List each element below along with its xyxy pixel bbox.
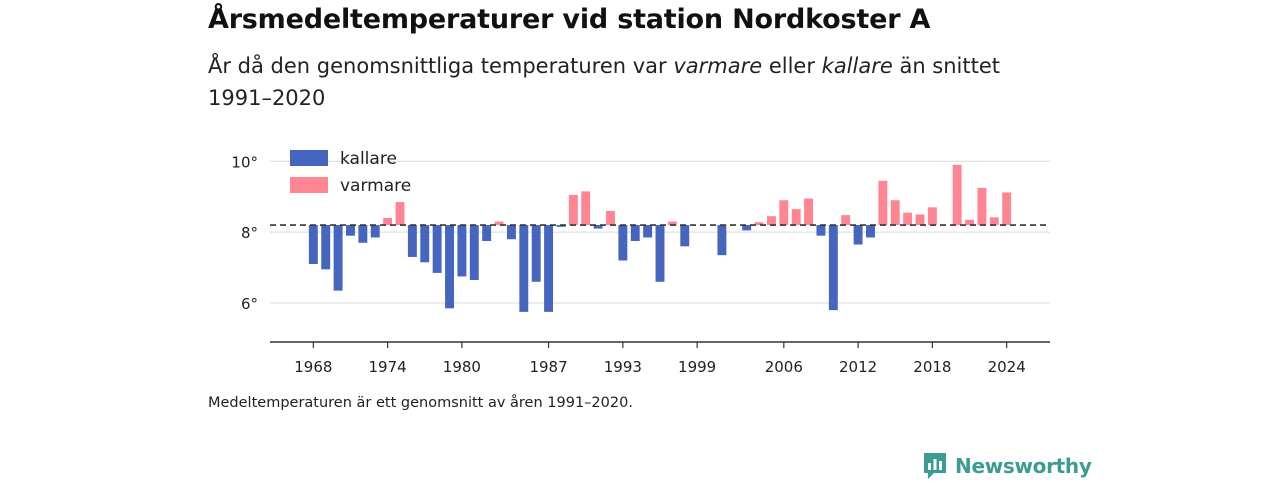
bar-warm [581,191,591,226]
bar-cold [717,225,727,256]
x-tick-label: 2018 [913,358,951,376]
bar-warm [977,187,987,226]
brand-logo[interactable]: Newsworthy [922,448,1092,484]
bar-cold [630,225,640,241]
bar-cold [482,225,492,241]
legend-swatch-cold [290,150,328,166]
x-tick-label: 1974 [369,358,407,376]
bar-cold [333,225,343,291]
bar-warm [754,222,764,226]
bar-warm [779,200,789,226]
subtitle-text-middle: eller [762,54,822,78]
bar-cold [816,225,826,236]
bar-cold [618,225,628,261]
bar-warm [878,180,888,226]
bar-warm [952,164,962,226]
subtitle-text-end: än snittet 1991–2020 [208,54,1001,110]
y-axis-ticks: 6° 8° 10° [231,153,258,313]
bar-warm [841,215,851,226]
bar-cold [445,225,454,309]
bar-cold [519,225,529,312]
bar-warm [383,217,393,226]
bar-cold [544,225,554,312]
x-tick-label: 2012 [839,358,877,376]
bar-cold [828,225,838,311]
x-tick-label: 1987 [529,358,567,376]
bar-cold [358,225,368,243]
y-tick-label: 10° [231,153,258,171]
x-tick-label: 1999 [678,358,716,376]
y-tick-label: 6° [241,295,258,313]
bar-warm [989,217,999,226]
x-tick-label: 1993 [604,358,642,376]
subtitle-text-start: År då den genomsnittliga temperaturen va… [208,54,674,78]
legend-swatch-warm [290,177,328,193]
bar-cold [321,225,331,270]
x-axis-ticks: 1968 1974 1980 1987 1993 1999 2006 2012 2018 2024 [294,342,1026,376]
bar-warm [965,219,974,226]
x-tick-label: 2006 [765,358,803,376]
bar-warm [606,210,615,226]
y-tick-label: 8° [241,224,258,242]
bar-cold [866,225,875,238]
bars [308,164,1012,312]
legend-label-warm: varmare [340,176,411,196]
bar-warm [1002,192,1012,226]
bar-warm [494,221,504,226]
bar-chart: 1968 1974 1980 1987 1993 1999 2006 2012 2018 2024… [231,149,1050,376]
bar-warm [395,202,405,226]
bar-cold [556,225,566,227]
bar-cold [457,225,467,277]
bar-cold [506,225,516,240]
bar-warm [766,216,776,226]
bar-cold [308,225,318,265]
legend: kallare varmare [290,149,411,196]
chart-card: Årsmedeltemperaturer vid station Nordkos… [208,0,1092,480]
bar-warm [568,194,578,226]
bar-cold [420,225,430,263]
legend-label-cold: kallare [340,149,397,169]
footnote: Medeltemperaturen är ett genomsnitt av å… [208,395,633,411]
bar-cold [643,225,653,238]
x-tick-label: 2024 [988,358,1026,376]
bar-warm [915,214,925,226]
bar-warm [903,212,913,226]
bar-cold [680,225,690,247]
bar-cold [407,225,417,257]
bar-cold [346,225,355,236]
bar-warm [791,209,801,226]
bar-cold [655,225,665,282]
bar-cold [432,225,442,273]
page-title: Årsmedeltemperaturer vid station Nordkos… [208,4,931,35]
bar-cold [469,225,479,280]
bar-cold [593,225,603,229]
chart-subtitle: År då den genomsnittliga temperaturen va… [208,50,1038,114]
x-tick-label: 1980 [443,358,481,376]
brand-name: Newsworthy [955,454,1092,478]
bar-cold [853,225,863,245]
bar-cold [370,225,380,238]
bar-warm [927,207,937,226]
bar-warm [804,198,814,226]
bar-cold [742,225,752,231]
subtitle-warm-word: varmare [673,54,763,78]
bar-warm [890,200,900,226]
newsworthy-logo-icon [924,453,946,479]
x-tick-label: 1968 [294,358,332,376]
subtitle-cold-word: kallare [821,54,893,78]
bar-warm [667,221,677,226]
bar-cold [531,225,541,282]
